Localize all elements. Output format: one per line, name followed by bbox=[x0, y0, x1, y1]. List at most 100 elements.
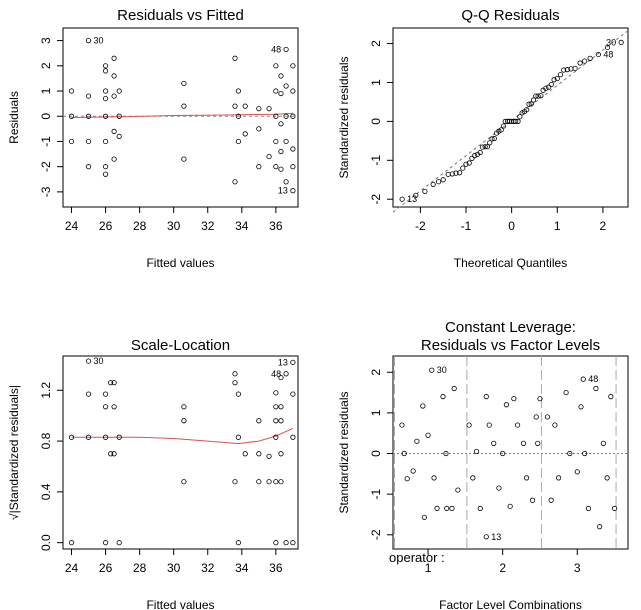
data-point bbox=[235, 434, 241, 440]
plot-title: Scale-Location bbox=[131, 337, 230, 354]
data-point bbox=[235, 540, 241, 546]
data-point bbox=[278, 418, 284, 424]
data-point bbox=[526, 101, 532, 107]
data-point bbox=[278, 166, 284, 172]
data-point bbox=[283, 46, 289, 53]
data-point bbox=[232, 371, 238, 377]
x-axis-label: Fitted values bbox=[146, 256, 214, 270]
data-point bbox=[85, 138, 92, 145]
y-tick-label: 0 bbox=[369, 450, 383, 457]
point-label: 13 bbox=[407, 194, 417, 204]
data-point bbox=[463, 161, 469, 167]
data-point bbox=[111, 156, 117, 162]
data-point bbox=[290, 540, 296, 546]
data-point bbox=[503, 402, 509, 408]
data-point bbox=[500, 450, 506, 457]
data-point bbox=[422, 188, 428, 195]
y-tick-label: 2 bbox=[369, 40, 383, 47]
data-point bbox=[548, 497, 554, 503]
data-point bbox=[479, 144, 486, 150]
data-point bbox=[600, 440, 606, 446]
data-point bbox=[582, 450, 588, 457]
y-tick-label: 0 bbox=[39, 113, 53, 120]
panel-3: Scale-Location Fitted values √|Standardize… bbox=[7, 337, 299, 610]
data-point bbox=[102, 68, 109, 74]
data-point bbox=[102, 434, 109, 440]
data-point bbox=[273, 479, 279, 485]
x-tick-label: 36 bbox=[269, 219, 283, 233]
data-point bbox=[470, 475, 476, 481]
y-tick-label: 0.0 bbox=[39, 534, 53, 551]
x-tick-label: 0 bbox=[508, 219, 515, 233]
data-point bbox=[116, 88, 122, 94]
data-point bbox=[256, 451, 262, 457]
data-point bbox=[266, 453, 272, 459]
data-point bbox=[414, 438, 420, 444]
data-point bbox=[256, 418, 262, 424]
data-point bbox=[440, 394, 446, 400]
data-point bbox=[273, 418, 279, 424]
data-point bbox=[283, 113, 289, 119]
data-point bbox=[111, 128, 117, 134]
data-point bbox=[604, 475, 610, 481]
y-tick-label: -1 bbox=[39, 136, 53, 147]
data-point bbox=[102, 404, 109, 410]
data-point bbox=[434, 505, 440, 511]
y-tick-label: -3 bbox=[39, 186, 53, 197]
data-point bbox=[232, 55, 238, 61]
x-tick-label: 28 bbox=[133, 219, 147, 233]
data-point bbox=[68, 138, 75, 145]
x-tick-label: 2 bbox=[499, 561, 506, 575]
data-point bbox=[608, 394, 614, 400]
data-point bbox=[278, 90, 284, 97]
data-point bbox=[232, 479, 238, 485]
data-point bbox=[523, 475, 530, 481]
point-label: 30 bbox=[606, 37, 616, 47]
data-point bbox=[111, 55, 117, 61]
data-point bbox=[266, 479, 272, 485]
data-point bbox=[489, 136, 495, 142]
data-point bbox=[108, 380, 114, 386]
data-point bbox=[290, 391, 296, 397]
data-point bbox=[111, 380, 117, 386]
data-point bbox=[85, 93, 92, 99]
data-point bbox=[618, 39, 624, 45]
y-axis-label: √|Standardized residuals| bbox=[7, 385, 21, 520]
data-point bbox=[68, 88, 75, 94]
y-tick-label: 1 bbox=[39, 87, 53, 94]
data-point bbox=[102, 88, 109, 94]
y-tick-label: -2 bbox=[39, 161, 53, 172]
x-tick-label: 28 bbox=[133, 561, 147, 575]
x-tick-label: 32 bbox=[201, 219, 215, 233]
data-point bbox=[102, 95, 109, 102]
x-tick-label: 30 bbox=[167, 561, 181, 575]
data-point bbox=[538, 93, 544, 99]
data-point bbox=[473, 448, 480, 455]
data-point bbox=[235, 113, 241, 119]
data-point bbox=[404, 476, 410, 482]
x-axis-label: Fitted values bbox=[146, 598, 214, 610]
data-point bbox=[537, 396, 543, 402]
data-point bbox=[548, 81, 554, 88]
data-point bbox=[181, 80, 187, 87]
data-point bbox=[290, 146, 296, 152]
data-point bbox=[85, 113, 92, 119]
data-point bbox=[520, 440, 527, 446]
data-point bbox=[266, 106, 272, 112]
data-point bbox=[290, 113, 296, 119]
data-point bbox=[102, 63, 109, 69]
data-point bbox=[604, 44, 611, 51]
data-point bbox=[278, 404, 284, 410]
data-point bbox=[554, 75, 560, 82]
data-point bbox=[266, 153, 272, 160]
data-point bbox=[556, 475, 562, 481]
x-tick-label: 30 bbox=[167, 219, 181, 233]
data-point bbox=[500, 123, 507, 129]
data-point bbox=[477, 505, 483, 511]
data-point bbox=[116, 113, 122, 119]
data-point bbox=[535, 440, 541, 446]
data-point bbox=[460, 165, 466, 171]
data-point bbox=[273, 540, 279, 546]
x-tick-label: -1 bbox=[461, 219, 472, 233]
